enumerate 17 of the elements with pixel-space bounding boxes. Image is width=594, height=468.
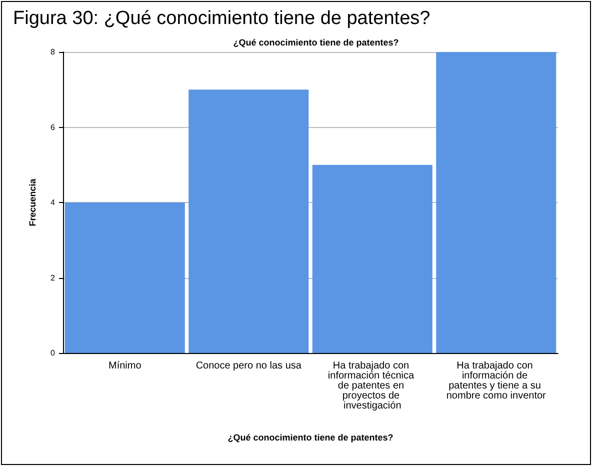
y-tick-label: 8: [50, 48, 56, 56]
chart-subtitle: ¿Qué conocimiento tiene de patentes?: [233, 38, 399, 48]
x-tick-label: Mínimo: [108, 360, 142, 372]
x-tick-label: Ha trabajado con información de patentes y tiene a su nombre como inventor: [446, 360, 547, 402]
y-tick-label: 6: [50, 122, 56, 132]
y-axis-title: Frecuencia: [28, 178, 38, 226]
bar: [436, 52, 556, 353]
bar: [188, 90, 309, 353]
chart-title: Figura 30: ¿Qué conocimiento tiene de patentes?: [13, 8, 430, 29]
x-axis-title: ¿Qué conocimiento tiene de patentes?: [228, 432, 394, 442]
bar: [312, 164, 432, 353]
y-tick-label: 2: [50, 273, 56, 282]
bar: [64, 202, 185, 353]
y-tick-label: 4: [50, 198, 56, 207]
y-tick-label: 0: [50, 348, 56, 358]
x-tick-label: Ha trabajado con información técnica de patentes en proyectos de investigación: [328, 360, 417, 412]
x-tick-label: Conoce pero no las usa: [196, 360, 302, 372]
